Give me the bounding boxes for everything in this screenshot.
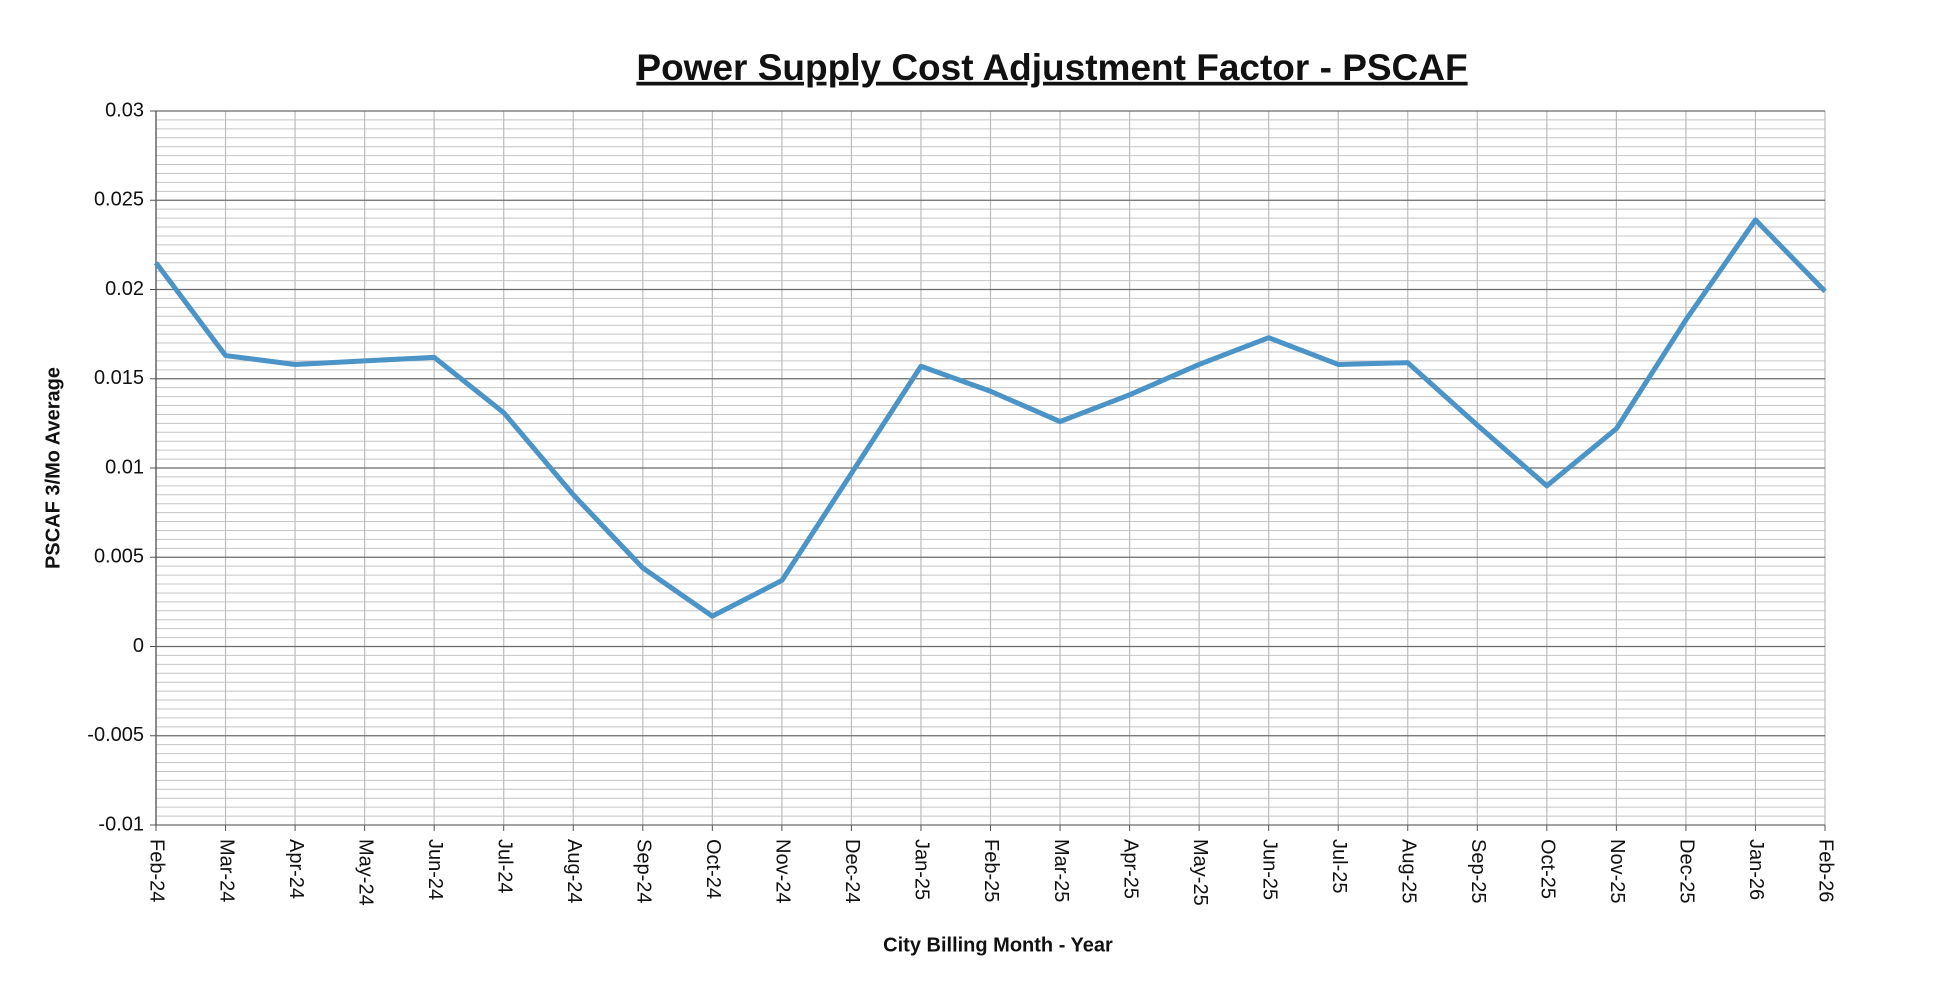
x-tick-label: Jul-24 xyxy=(493,839,515,893)
x-tick-label: Apr-25 xyxy=(1119,839,1141,899)
x-tick-label: Aug-25 xyxy=(1397,839,1419,904)
x-tick-label: Jun-25 xyxy=(1258,839,1280,900)
x-tick-label: Dec-24 xyxy=(841,839,863,903)
x-tick-label: Dec-25 xyxy=(1676,839,1698,903)
x-axis-title: City Billing Month - Year xyxy=(883,934,1113,956)
chart-title: Power Supply Cost Adjustment Factor - PS… xyxy=(636,47,1467,88)
data-line xyxy=(153,217,1827,619)
x-tick-label: Sep-24 xyxy=(633,839,655,904)
y-tick-label: 0 xyxy=(133,635,144,657)
y-tick-label: 0.015 xyxy=(94,367,144,389)
x-tick-label: Sep-25 xyxy=(1467,839,1489,904)
x-tick-label: Apr-24 xyxy=(285,839,307,899)
x-tick-label: Feb-26 xyxy=(1815,839,1837,902)
y-tick-label: 0.03 xyxy=(105,99,144,121)
x-tick-label: Oct-25 xyxy=(1537,839,1559,899)
x-tick-label: Nov-25 xyxy=(1606,839,1628,903)
x-tick-label: May-25 xyxy=(1189,839,1211,906)
x-tick-label: Mar-25 xyxy=(1050,839,1072,902)
x-tick-label: Aug-24 xyxy=(563,839,585,904)
y-tick-label: -0.01 xyxy=(98,813,144,835)
x-tick-label: Jun-24 xyxy=(424,839,446,900)
x-tick-label: Nov-24 xyxy=(772,839,794,903)
y-tick-label: 0.025 xyxy=(94,189,144,211)
x-tick-label: Mar-24 xyxy=(215,839,237,902)
y-tick-label: 0.005 xyxy=(94,546,144,568)
x-tick-label: Jan-25 xyxy=(911,839,933,900)
x-tick-label: Jan-26 xyxy=(1745,839,1767,900)
y-tick-label: -0.005 xyxy=(87,724,144,746)
x-tick-label: Feb-24 xyxy=(146,839,168,902)
x-tick-label: Jul-25 xyxy=(1328,839,1350,893)
x-tick-label: May-24 xyxy=(354,839,376,906)
y-tick-label: 0.01 xyxy=(105,456,144,478)
y-axis-title: PSCAF 3/Mo Average xyxy=(42,367,64,569)
y-tick-label: 0.02 xyxy=(105,278,144,300)
x-tick-label: Feb-25 xyxy=(980,839,1002,902)
x-tick-label: Oct-24 xyxy=(702,839,724,899)
